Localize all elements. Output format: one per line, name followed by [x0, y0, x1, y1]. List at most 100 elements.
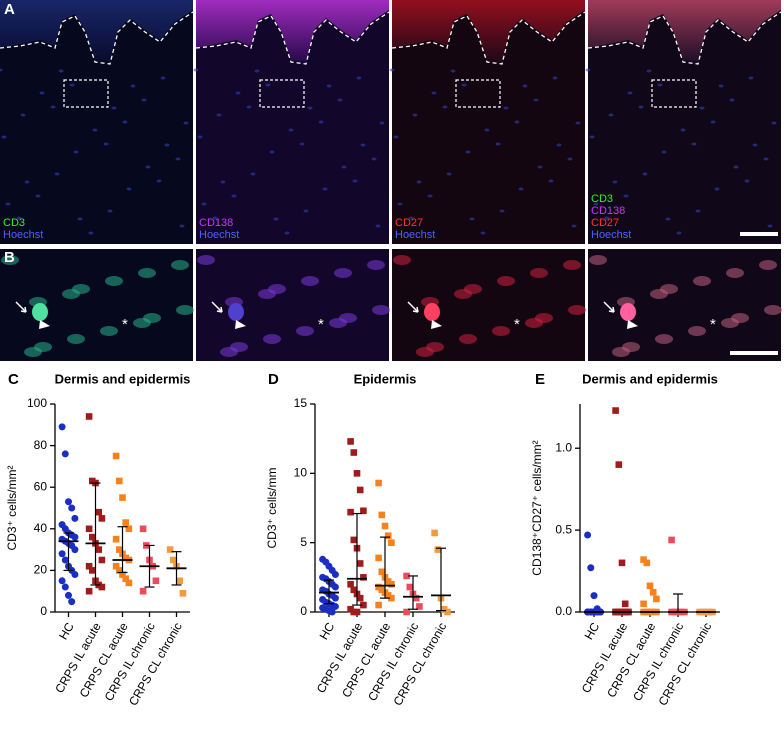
data-point	[85, 413, 93, 420]
data-point	[356, 560, 364, 567]
data-point	[331, 583, 339, 591]
scale-bar	[730, 351, 778, 355]
data-point	[378, 568, 386, 576]
data-point	[71, 546, 79, 554]
nucleus	[265, 83, 271, 87]
nucleus	[397, 202, 403, 206]
data-point	[116, 567, 123, 574]
data-point	[347, 580, 354, 588]
data-point	[444, 608, 451, 616]
y-tick-label: 0	[300, 604, 307, 618]
nucleus	[50, 105, 56, 109]
nucleus	[710, 120, 716, 124]
nucleus	[307, 106, 313, 110]
cell	[525, 318, 543, 328]
cell	[367, 260, 385, 270]
cell	[138, 268, 156, 278]
data-point	[434, 546, 442, 553]
nucleus	[484, 128, 490, 132]
data-point	[68, 504, 76, 512]
data-point	[646, 582, 654, 590]
nucleus	[145, 165, 151, 169]
micrograph-zoom	[588, 249, 781, 361]
data-point	[65, 591, 72, 599]
cell	[393, 255, 411, 265]
cell	[100, 326, 118, 336]
data-point	[668, 536, 675, 544]
nucleus	[107, 209, 113, 213]
channel-label: CD27	[591, 217, 619, 229]
nucleus	[164, 143, 170, 147]
data-point	[139, 525, 147, 533]
nucleus	[92, 128, 98, 132]
nucleus	[58, 69, 64, 73]
data-point	[85, 525, 93, 533]
nucleus	[450, 69, 456, 73]
nucleus	[585, 68, 591, 72]
nucleus	[130, 84, 136, 88]
nucleus	[744, 179, 750, 183]
arrowhead	[39, 320, 50, 329]
data-point	[71, 514, 79, 522]
data-point	[65, 498, 72, 506]
data-point	[176, 577, 183, 585]
nucleus	[375, 224, 381, 228]
y-tick-label: 20	[34, 563, 48, 577]
y-tick-label: 0	[40, 604, 47, 618]
nucleus	[39, 91, 45, 95]
nucleus	[427, 194, 433, 198]
nucleus	[556, 143, 562, 147]
nucleus	[246, 105, 252, 109]
data-point	[170, 556, 177, 564]
panel-label: C	[8, 371, 19, 388]
data-point	[612, 407, 619, 414]
nucleus	[201, 202, 207, 206]
nucleus	[665, 217, 671, 221]
nucleus	[446, 172, 452, 176]
arrow	[211, 301, 223, 313]
epidermis	[0, 0, 193, 62]
nucleus	[216, 113, 222, 117]
nucleus	[771, 121, 777, 125]
nucleus	[646, 69, 652, 73]
y-tick-label: 80	[34, 438, 48, 452]
data-point	[331, 571, 339, 579]
data-point	[649, 589, 657, 596]
cell	[105, 276, 123, 286]
nucleus	[589, 135, 595, 139]
data-point	[125, 579, 133, 587]
nucleus	[103, 142, 109, 146]
cell	[693, 276, 711, 286]
cell	[133, 318, 151, 328]
x-tick-label: HC	[56, 620, 77, 642]
nucleus	[73, 150, 79, 154]
zoom-box	[63, 79, 109, 108]
nucleus	[676, 231, 682, 235]
data-point	[356, 594, 364, 602]
y-tick-label: 60	[34, 479, 48, 493]
nucleus	[461, 83, 467, 87]
channel-label: CD27	[395, 217, 423, 229]
nucleus	[288, 128, 294, 132]
cell	[459, 334, 477, 344]
nucleus	[212, 216, 218, 220]
epidermis	[392, 0, 585, 62]
nucleus	[284, 231, 290, 235]
chart-title: Dermis and epidermis	[55, 371, 191, 386]
data-point	[350, 536, 358, 544]
cell	[329, 318, 347, 328]
nucleus	[522, 84, 528, 88]
nucleus	[122, 120, 128, 124]
data-point	[350, 449, 358, 456]
data-point	[640, 600, 647, 608]
nucleus	[729, 98, 735, 102]
panel-label: A	[4, 1, 15, 18]
cell	[171, 260, 189, 270]
nucleus	[695, 209, 701, 213]
cell	[372, 305, 390, 315]
cell	[454, 289, 472, 299]
data-point	[388, 539, 395, 546]
micrograph-zoom	[196, 249, 389, 361]
nucleus	[752, 143, 758, 147]
data-point	[71, 571, 79, 579]
